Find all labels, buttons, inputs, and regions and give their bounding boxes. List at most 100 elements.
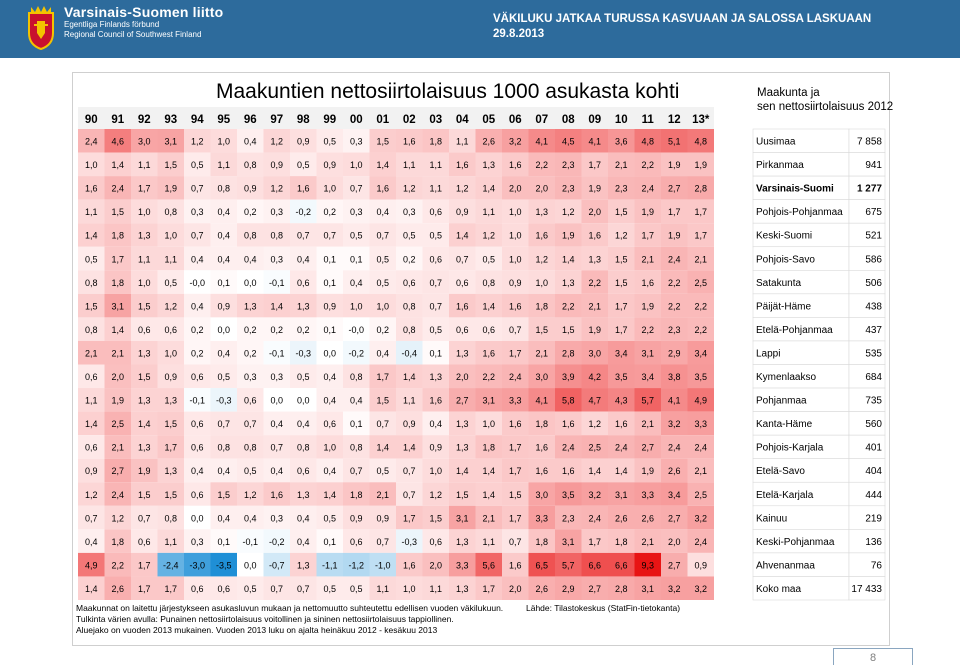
cell-value: 0,8 [217, 443, 230, 453]
cell-value: 1,6 [535, 466, 548, 476]
cell-value: 2,9 [668, 348, 681, 358]
heatmap-cell [369, 576, 396, 600]
cell-value: 1,3 [588, 254, 601, 264]
heatmap-cell [78, 388, 105, 412]
year-header: 96 [244, 114, 257, 126]
heatmap-cell [608, 246, 635, 271]
cell-value: 0,7 [456, 254, 469, 264]
heatmap-cell [343, 152, 370, 177]
cell-value: 0,5 [350, 584, 363, 594]
cell-value: 0,7 [138, 513, 151, 523]
heatmap-cell [422, 388, 449, 412]
cell-value: 1,0 [323, 443, 336, 453]
cell-value: 0,7 [376, 231, 389, 241]
cell-value: 1,1 [429, 584, 442, 594]
heatmap-cell [608, 293, 635, 318]
year-header: 01 [376, 114, 389, 126]
heatmap-cell [687, 411, 714, 436]
organization-name-swedish: Egentliga Finlands förbund [64, 20, 160, 29]
heatmap-cell [104, 435, 131, 459]
cell-value: 0,4 [429, 419, 442, 429]
region-name: Satakunta [756, 278, 801, 289]
cell-value: 0,4 [85, 537, 98, 547]
heatmap-cell [396, 435, 423, 459]
heatmap-cell [449, 270, 476, 294]
cell-value: 6,6 [588, 560, 601, 570]
heatmap-cell [422, 317, 449, 341]
heatmap-cell [581, 293, 608, 318]
cell-value: 0,0 [191, 513, 204, 523]
cell-value: 0,7 [191, 184, 204, 194]
cell-value: 2,1 [694, 466, 707, 476]
heatmap-cell [290, 529, 317, 553]
heatmap-cell [687, 199, 714, 224]
heatmap-cell [210, 223, 237, 247]
cell-value: 0,6 [482, 325, 495, 335]
cell-value: 0,6 [297, 278, 310, 288]
heatmap-cell [78, 246, 105, 271]
heatmap-cell [581, 340, 608, 365]
cell-value: 1,1 [456, 137, 469, 147]
heatmap-cell [422, 270, 449, 294]
cell-value: 0,3 [350, 137, 363, 147]
cell-value: 1,5 [85, 301, 98, 311]
heatmap-cell [608, 458, 635, 483]
cell-value: 2,9 [562, 584, 575, 594]
heatmap-cell [131, 364, 158, 389]
region-net-migration: 219 [865, 513, 882, 524]
cell-value: 4,8 [694, 137, 707, 147]
heatmap-cell [634, 270, 661, 294]
cell-value: 2,3 [668, 325, 681, 335]
heatmap-cell [475, 199, 502, 224]
cell-value: 1,8 [350, 490, 363, 500]
cell-value: -0,3 [295, 348, 311, 358]
cell-value: 1,8 [111, 278, 124, 288]
heatmap-cell [661, 435, 688, 459]
cell-value: 3,9 [562, 372, 575, 382]
cell-value: 1,3 [535, 207, 548, 217]
cell-value: 2,2 [535, 160, 548, 170]
cell-value: 1,0 [535, 278, 548, 288]
cell-value: 1,6 [456, 160, 469, 170]
heatmap-cell [608, 223, 635, 247]
heatmap-cell [184, 199, 211, 224]
region-net-migration: 586 [865, 254, 882, 265]
cell-value: 1,1 [217, 160, 230, 170]
heatmap-cell [237, 152, 264, 177]
cell-value: 1,5 [164, 160, 177, 170]
cell-value: 1,0 [509, 231, 522, 241]
cell-value: 0,4 [270, 419, 283, 429]
heatmap-cell [555, 129, 582, 153]
region-net-migration: 1 277 [857, 184, 882, 195]
cell-value: 3,1 [562, 537, 575, 547]
heatmap-cell [104, 152, 131, 177]
cell-value: 0,1 [323, 537, 336, 547]
heatmap-cell [184, 129, 211, 153]
cell-value: -0,4 [401, 348, 417, 358]
heatmap-cell [422, 364, 449, 389]
heatmap-cell [157, 340, 184, 365]
cell-value: 0,1 [429, 348, 442, 358]
heatmap-cell [396, 529, 423, 553]
cell-value: 0,0 [297, 396, 310, 406]
cell-value: 0,6 [191, 443, 204, 453]
cell-value: 0,2 [191, 348, 204, 358]
heatmap-cell [78, 505, 105, 530]
cell-value: 2,4 [668, 254, 681, 264]
heatmap-cell [316, 529, 343, 553]
heatmap-cell [396, 199, 423, 224]
heatmap-cell [449, 317, 476, 341]
heatmap-cell [290, 552, 317, 577]
year-header: 08 [562, 114, 575, 126]
heatmap-cell [502, 246, 529, 271]
region-name: Ahvenanmaa [756, 560, 815, 571]
cell-value: 0,9 [323, 301, 336, 311]
cell-value: 2,6 [615, 513, 628, 523]
cell-value: 0,9 [509, 278, 522, 288]
cell-value: 0,9 [456, 207, 469, 217]
heatmap-cell [634, 388, 661, 412]
region-net-migration: 76 [871, 560, 883, 571]
cell-value: 1,0 [164, 348, 177, 358]
cell-value: 0,9 [164, 372, 177, 382]
cell-value: 2,2 [641, 325, 654, 335]
